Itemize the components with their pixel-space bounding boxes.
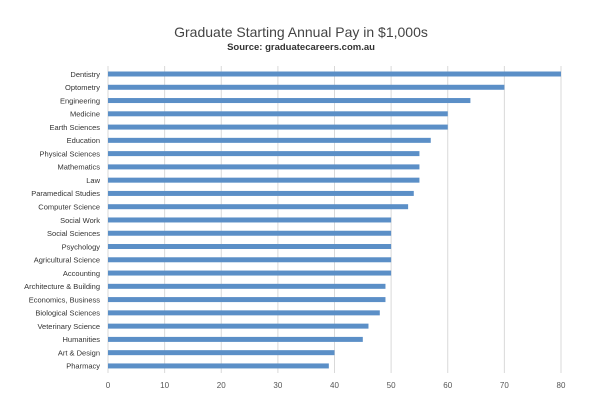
category-label: Veterinary Science [37,322,100,331]
x-tick-label: 0 [106,381,111,390]
category-label: Medicine [70,110,100,119]
bar [108,270,392,276]
category-label: Architecture & Building [24,282,100,291]
bar [108,84,505,90]
bar [108,297,386,303]
chart-subtitle: Source: graduatecareers.com.au [227,42,375,53]
bar [108,177,420,183]
x-tick-label: 80 [557,381,566,390]
category-label: Psychology [62,242,101,251]
category-label: Education [67,136,100,145]
category-label: Earth Sciences [50,123,101,132]
bar [108,323,369,329]
x-tick-label: 70 [500,381,509,390]
bar [108,137,431,143]
category-label: Mathematics [57,163,100,172]
x-tick-label: 10 [160,381,169,390]
category-label: Social Work [60,216,100,225]
category-label: Pharmacy [66,362,100,371]
x-tick-label: 60 [443,381,452,390]
bar [108,71,561,77]
bar [108,257,392,263]
category-label: Engineering [60,96,100,105]
x-tick-label: 30 [273,381,282,390]
bar [108,98,471,104]
x-tick-label: 20 [217,381,226,390]
bar [108,124,448,130]
bar [108,363,329,369]
bar [108,336,363,342]
category-label: Paramedical Studies [31,189,100,198]
category-label: Social Sciences [47,229,100,238]
category-label: Agricultural Science [34,256,100,265]
bar [108,164,420,170]
category-label: Accounting [63,269,100,278]
category-label: Law [86,176,100,185]
bar [108,350,335,356]
category-label: Computer Science [38,203,100,212]
category-label: Dentistry [70,70,100,79]
category-label: Physical Sciences [40,149,101,158]
bar [108,310,380,316]
chart-title: Graduate Starting Annual Pay in $1,000s [174,24,428,40]
bar [108,111,448,117]
bar [108,217,392,223]
bar [108,190,414,196]
bar [108,230,392,236]
category-label: Economics, Business [29,295,101,304]
bar [108,283,386,289]
category-label: Humanities [62,335,100,344]
category-label: Biological Sciences [35,309,100,318]
bar [108,244,392,250]
bar [108,151,420,157]
category-label: Art & Design [58,348,100,357]
bar [108,204,409,210]
category-label: Optometry [65,83,100,92]
x-tick-label: 50 [387,381,396,390]
x-tick-label: 40 [330,381,339,390]
